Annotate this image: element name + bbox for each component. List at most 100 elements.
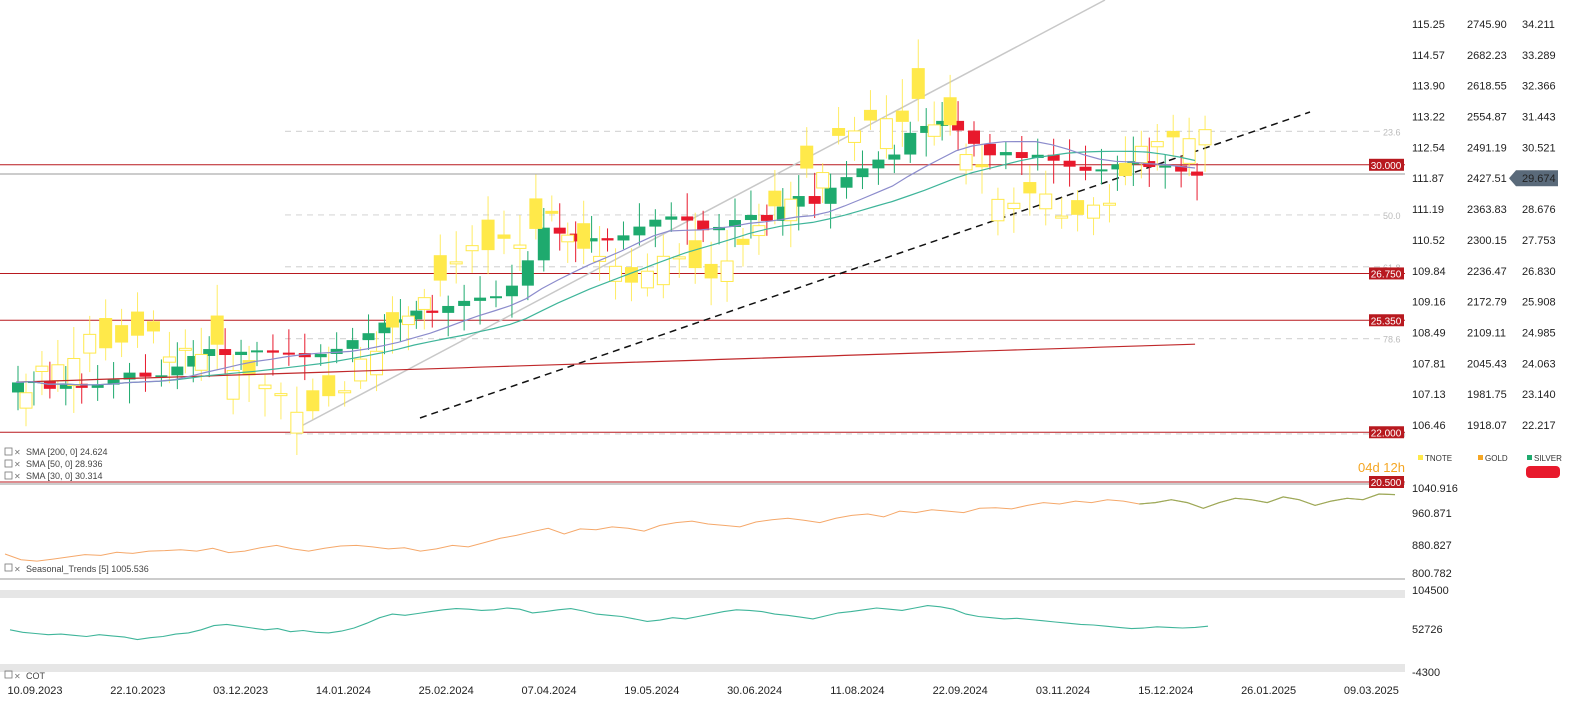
silver-candle-body [75, 383, 88, 388]
tnote-candle-body [1087, 204, 1101, 219]
silver-candle-body [952, 120, 965, 131]
silver-candle-body [378, 322, 391, 334]
silver-candle-body [760, 214, 773, 221]
tnote-candle-body [545, 210, 559, 214]
current-price-badge [1516, 170, 1558, 187]
silver-candle-body [840, 177, 853, 188]
tnote-candle-body [35, 365, 49, 373]
silver-candle-body [251, 350, 263, 353]
sma-30-line [15, 141, 1196, 386]
current-price-text: 29.674 [1522, 173, 1556, 185]
tnote-candle-body [1182, 138, 1196, 164]
silver-candle-body [171, 366, 184, 376]
silver-candle-body [155, 375, 168, 378]
gold-axis-tick: 2172.79 [1467, 297, 1507, 309]
silver-candle-body [999, 152, 1012, 156]
silver-candle-body [346, 340, 359, 349]
silver-candle-body [968, 130, 980, 144]
silver-candle-body [744, 214, 757, 221]
tnote-candle-body [975, 164, 989, 168]
gold-axis-tick: 1918.07 [1467, 420, 1507, 432]
tnote-candle-body [832, 128, 846, 136]
tnote-candle-body [1198, 129, 1212, 146]
silver-candle-body [681, 216, 694, 221]
tnote-candle-body [800, 145, 814, 169]
silver-candle-body [808, 196, 821, 204]
indicator-close-icon: ✕ [14, 448, 21, 457]
silver-candle-body [617, 235, 630, 241]
cot-axis-tick: 52726 [1412, 624, 1443, 636]
current-price-badge-arrow [1509, 170, 1516, 187]
indicator-settings-icon[interactable] [4, 447, 13, 456]
cot-axis-tick: -4300 [1412, 667, 1440, 679]
sma-50-line [15, 150, 1196, 386]
tnote-candle-body [879, 118, 893, 150]
seasonal-settings-icon[interactable] [4, 563, 13, 572]
cot-band-bottom [0, 664, 1405, 672]
tnote-candle-body [115, 325, 129, 343]
tnote-axis-tick: 114.57 [1412, 50, 1445, 62]
level-badge-text: 30.000 [1371, 161, 1402, 172]
indicator-settings-icon[interactable] [4, 459, 13, 468]
indicator-settings-icon[interactable] [4, 471, 13, 480]
legend-label: GOLD [1485, 454, 1508, 463]
silver-candle-body [792, 196, 805, 207]
cot-settings-icon[interactable] [4, 670, 13, 679]
silver-badge [1526, 466, 1560, 478]
gold-axis-tick: 2300.15 [1467, 235, 1507, 247]
trendline-upper [289, 0, 1106, 433]
tnote-candle-body [417, 297, 431, 310]
legend-label: TNOTE [1425, 454, 1452, 463]
x-axis-date: 07.04.2024 [521, 685, 576, 697]
x-axis-date: 14.01.2024 [316, 685, 371, 697]
silver-axis-tick: 34.211 [1522, 19, 1555, 31]
tnote-candle-body [338, 390, 352, 394]
silver-candle-body [553, 227, 566, 234]
tnote-candle-body [529, 198, 543, 229]
tnote-candle-body [848, 130, 862, 143]
tnote-candle-body [1150, 141, 1164, 148]
silver-candle-body [123, 372, 136, 380]
tnote-candle-body [497, 234, 511, 239]
legend-swatch [1478, 455, 1483, 460]
silver-axis-tick: 31.443 [1522, 112, 1556, 124]
tnote-candle-body [162, 356, 176, 363]
tnote-candle-body [943, 97, 957, 126]
cot-close-icon: ✕ [14, 672, 21, 681]
silver-candle-body [521, 260, 534, 286]
tnote-axis-tick: 108.49 [1412, 327, 1446, 339]
indicator-label: SMA [200, 0] 24.624 [26, 447, 108, 457]
gold-axis-tick: 2491.19 [1467, 142, 1507, 154]
tnote-candle-body [991, 198, 1005, 222]
silver-candle-body [203, 349, 216, 356]
silver-candle-body [1015, 152, 1028, 159]
tnote-axis-tick: 110.52 [1412, 235, 1445, 247]
x-axis-date: 03.12.2023 [213, 685, 268, 697]
tnote-candle-body [210, 315, 224, 345]
silver-candles [12, 101, 1204, 411]
tnote-candle-body [720, 260, 734, 282]
level-badge-text: 26.750 [1371, 269, 1402, 280]
gold-axis-tick: 2554.87 [1467, 112, 1507, 124]
tnote-axis-tick: 115.25 [1412, 19, 1445, 31]
tnote-candle-body [274, 393, 288, 397]
seasonal-trend-line [4, 493, 1396, 562]
silver-candle-body [139, 372, 152, 377]
fib-level-label: 23.6 [1383, 127, 1401, 137]
tnote-candle-body [1134, 145, 1148, 164]
x-axis-date: 09.03.2025 [1344, 685, 1399, 697]
tnote-candle-body [895, 110, 909, 122]
level-badge [1369, 426, 1404, 439]
tnote-candle-body [1102, 202, 1116, 206]
silver-candle-body [872, 159, 885, 169]
seasonal-axis-tick: 960.871 [1412, 508, 1452, 520]
x-axis-date: 10.09.2023 [7, 685, 62, 697]
silver-candle-body [569, 233, 582, 242]
indicator-close-icon: ✕ [14, 460, 21, 469]
tnote-axis-tick: 111.19 [1412, 204, 1444, 216]
tnote-axis-tick: 107.81 [1412, 358, 1446, 370]
tnote-candle-body [1071, 200, 1085, 215]
trendline-dashed [419, 111, 1311, 419]
fib-level-label: 50.0 [1383, 211, 1401, 221]
x-axis-date: 26.01.2025 [1241, 685, 1296, 697]
